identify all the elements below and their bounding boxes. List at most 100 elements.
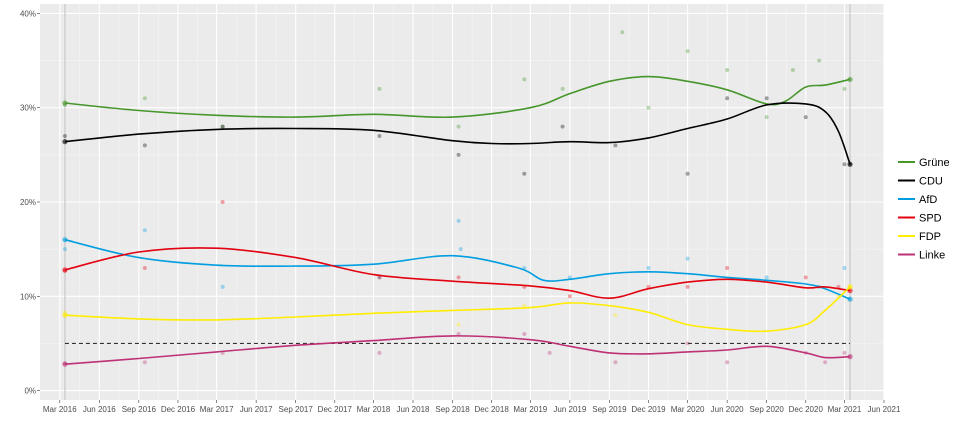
election-result-point	[62, 361, 68, 367]
poll-point	[547, 350, 552, 355]
x-tick-label: Dec 2017	[318, 405, 353, 414]
poll-point	[803, 115, 808, 120]
legend-label: SPD	[919, 213, 942, 225]
poll-point	[522, 332, 527, 336]
poll-point	[842, 86, 847, 91]
poll-point	[220, 124, 225, 129]
y-tick-label: 10%	[20, 292, 36, 301]
poll-point	[142, 143, 147, 148]
poll-point	[685, 171, 690, 176]
x-tick-label: Jun 2019	[553, 405, 586, 414]
x-tick-label: Jun 2018	[397, 405, 430, 414]
poll-point	[456, 152, 461, 157]
poll-point	[613, 360, 618, 365]
poll-point	[142, 360, 147, 365]
poll-point	[685, 341, 690, 346]
series-line	[64, 102, 851, 165]
x-tick-label: Dec 2016	[161, 405, 196, 414]
x-tick-label: Jun 2017	[240, 405, 273, 414]
election-markers	[64, 4, 851, 400]
poll-point	[456, 322, 461, 327]
poll-point	[620, 30, 625, 35]
x-tick-label: Mar 2018	[357, 405, 391, 414]
x-tick-label: Jun 2020	[711, 405, 744, 414]
election-result-point	[847, 76, 853, 83]
poll-point	[522, 77, 527, 82]
election-result-point	[62, 312, 68, 318]
election-result-point	[62, 100, 68, 106]
poll-point	[823, 360, 828, 365]
poll-point	[685, 49, 690, 54]
grid-major	[40, 4, 885, 400]
x-tick-label: Sep 2017	[279, 405, 314, 414]
poll-point	[220, 124, 225, 129]
election-result-point	[847, 296, 853, 302]
series-line	[64, 286, 851, 333]
poll-point	[456, 124, 461, 129]
poll-point	[764, 96, 769, 101]
poll-point	[142, 96, 147, 101]
legend-label: CDU	[919, 176, 943, 188]
x-tick-label: Dec 2019	[631, 405, 666, 414]
x-tick-label: Mar 2016	[43, 405, 77, 414]
trend-lines	[62, 75, 853, 367]
x-tick-label: Mar 2020	[671, 405, 705, 414]
legend-label: AfD	[919, 194, 937, 206]
legend-label: Grüne	[919, 157, 950, 169]
x-tick-label: Mar 2017	[200, 405, 234, 414]
x-tick-label: Sep 2016	[122, 405, 157, 414]
x-tick-label: Sep 2019	[592, 405, 627, 414]
x-tick-label: Sep 2018	[435, 405, 470, 414]
poll-point	[764, 275, 769, 280]
legend-label: FDP	[919, 231, 941, 243]
poll-point	[142, 266, 147, 270]
series-line	[64, 238, 851, 300]
x-tick-label: Jun 2016	[83, 405, 116, 414]
y-tick-label: 0%	[24, 387, 36, 396]
x-tick-label: Sep 2020	[750, 405, 785, 414]
election-result-point	[847, 288, 853, 294]
y-tick-label: 30%	[20, 104, 36, 113]
poll-point	[522, 303, 527, 308]
poll-point	[725, 360, 730, 365]
election-result-point	[847, 354, 853, 360]
x-tick-label: Mar 2019	[513, 405, 547, 414]
poll-point	[560, 86, 565, 91]
poll-point	[142, 228, 147, 233]
series-line	[64, 75, 851, 119]
poll-point	[613, 143, 618, 148]
legend: Grüne CDU AfD SPD FDP Linke	[898, 157, 950, 262]
y-axis: 0% 10% 20% 30% 40%	[20, 9, 40, 396]
series-line	[64, 247, 851, 300]
poll-point	[567, 294, 572, 299]
x-tick-label: Mar 2021	[828, 405, 862, 414]
poll-point	[560, 124, 565, 129]
poll-point	[842, 162, 847, 167]
poll-point	[725, 68, 730, 72]
poll-point	[456, 332, 461, 336]
x-tick-label: Dec 2020	[789, 405, 824, 414]
x-tick-label: Dec 2018	[475, 405, 510, 414]
poll-point	[646, 105, 651, 110]
election-result-point	[847, 284, 853, 290]
poll-point	[842, 266, 847, 270]
poll-point	[377, 275, 382, 280]
election-result-point	[62, 267, 68, 273]
poll-point	[62, 134, 67, 138]
poll-point	[790, 68, 795, 72]
y-tick-label: 20%	[20, 198, 36, 207]
poll-point	[220, 200, 225, 204]
poll-point	[220, 284, 225, 289]
poll-point	[458, 247, 463, 252]
x-tick-label: Jun 2021	[868, 405, 901, 414]
poll-point	[764, 115, 769, 120]
election-result-point	[62, 139, 68, 145]
poll-point	[62, 247, 67, 252]
y-tick-label: 40%	[20, 9, 36, 18]
poll-point	[725, 266, 730, 270]
poll-point	[456, 218, 461, 223]
poll-point	[377, 86, 382, 91]
election-result-point	[62, 237, 68, 243]
poll-point	[377, 134, 382, 138]
poll-point	[377, 350, 382, 355]
